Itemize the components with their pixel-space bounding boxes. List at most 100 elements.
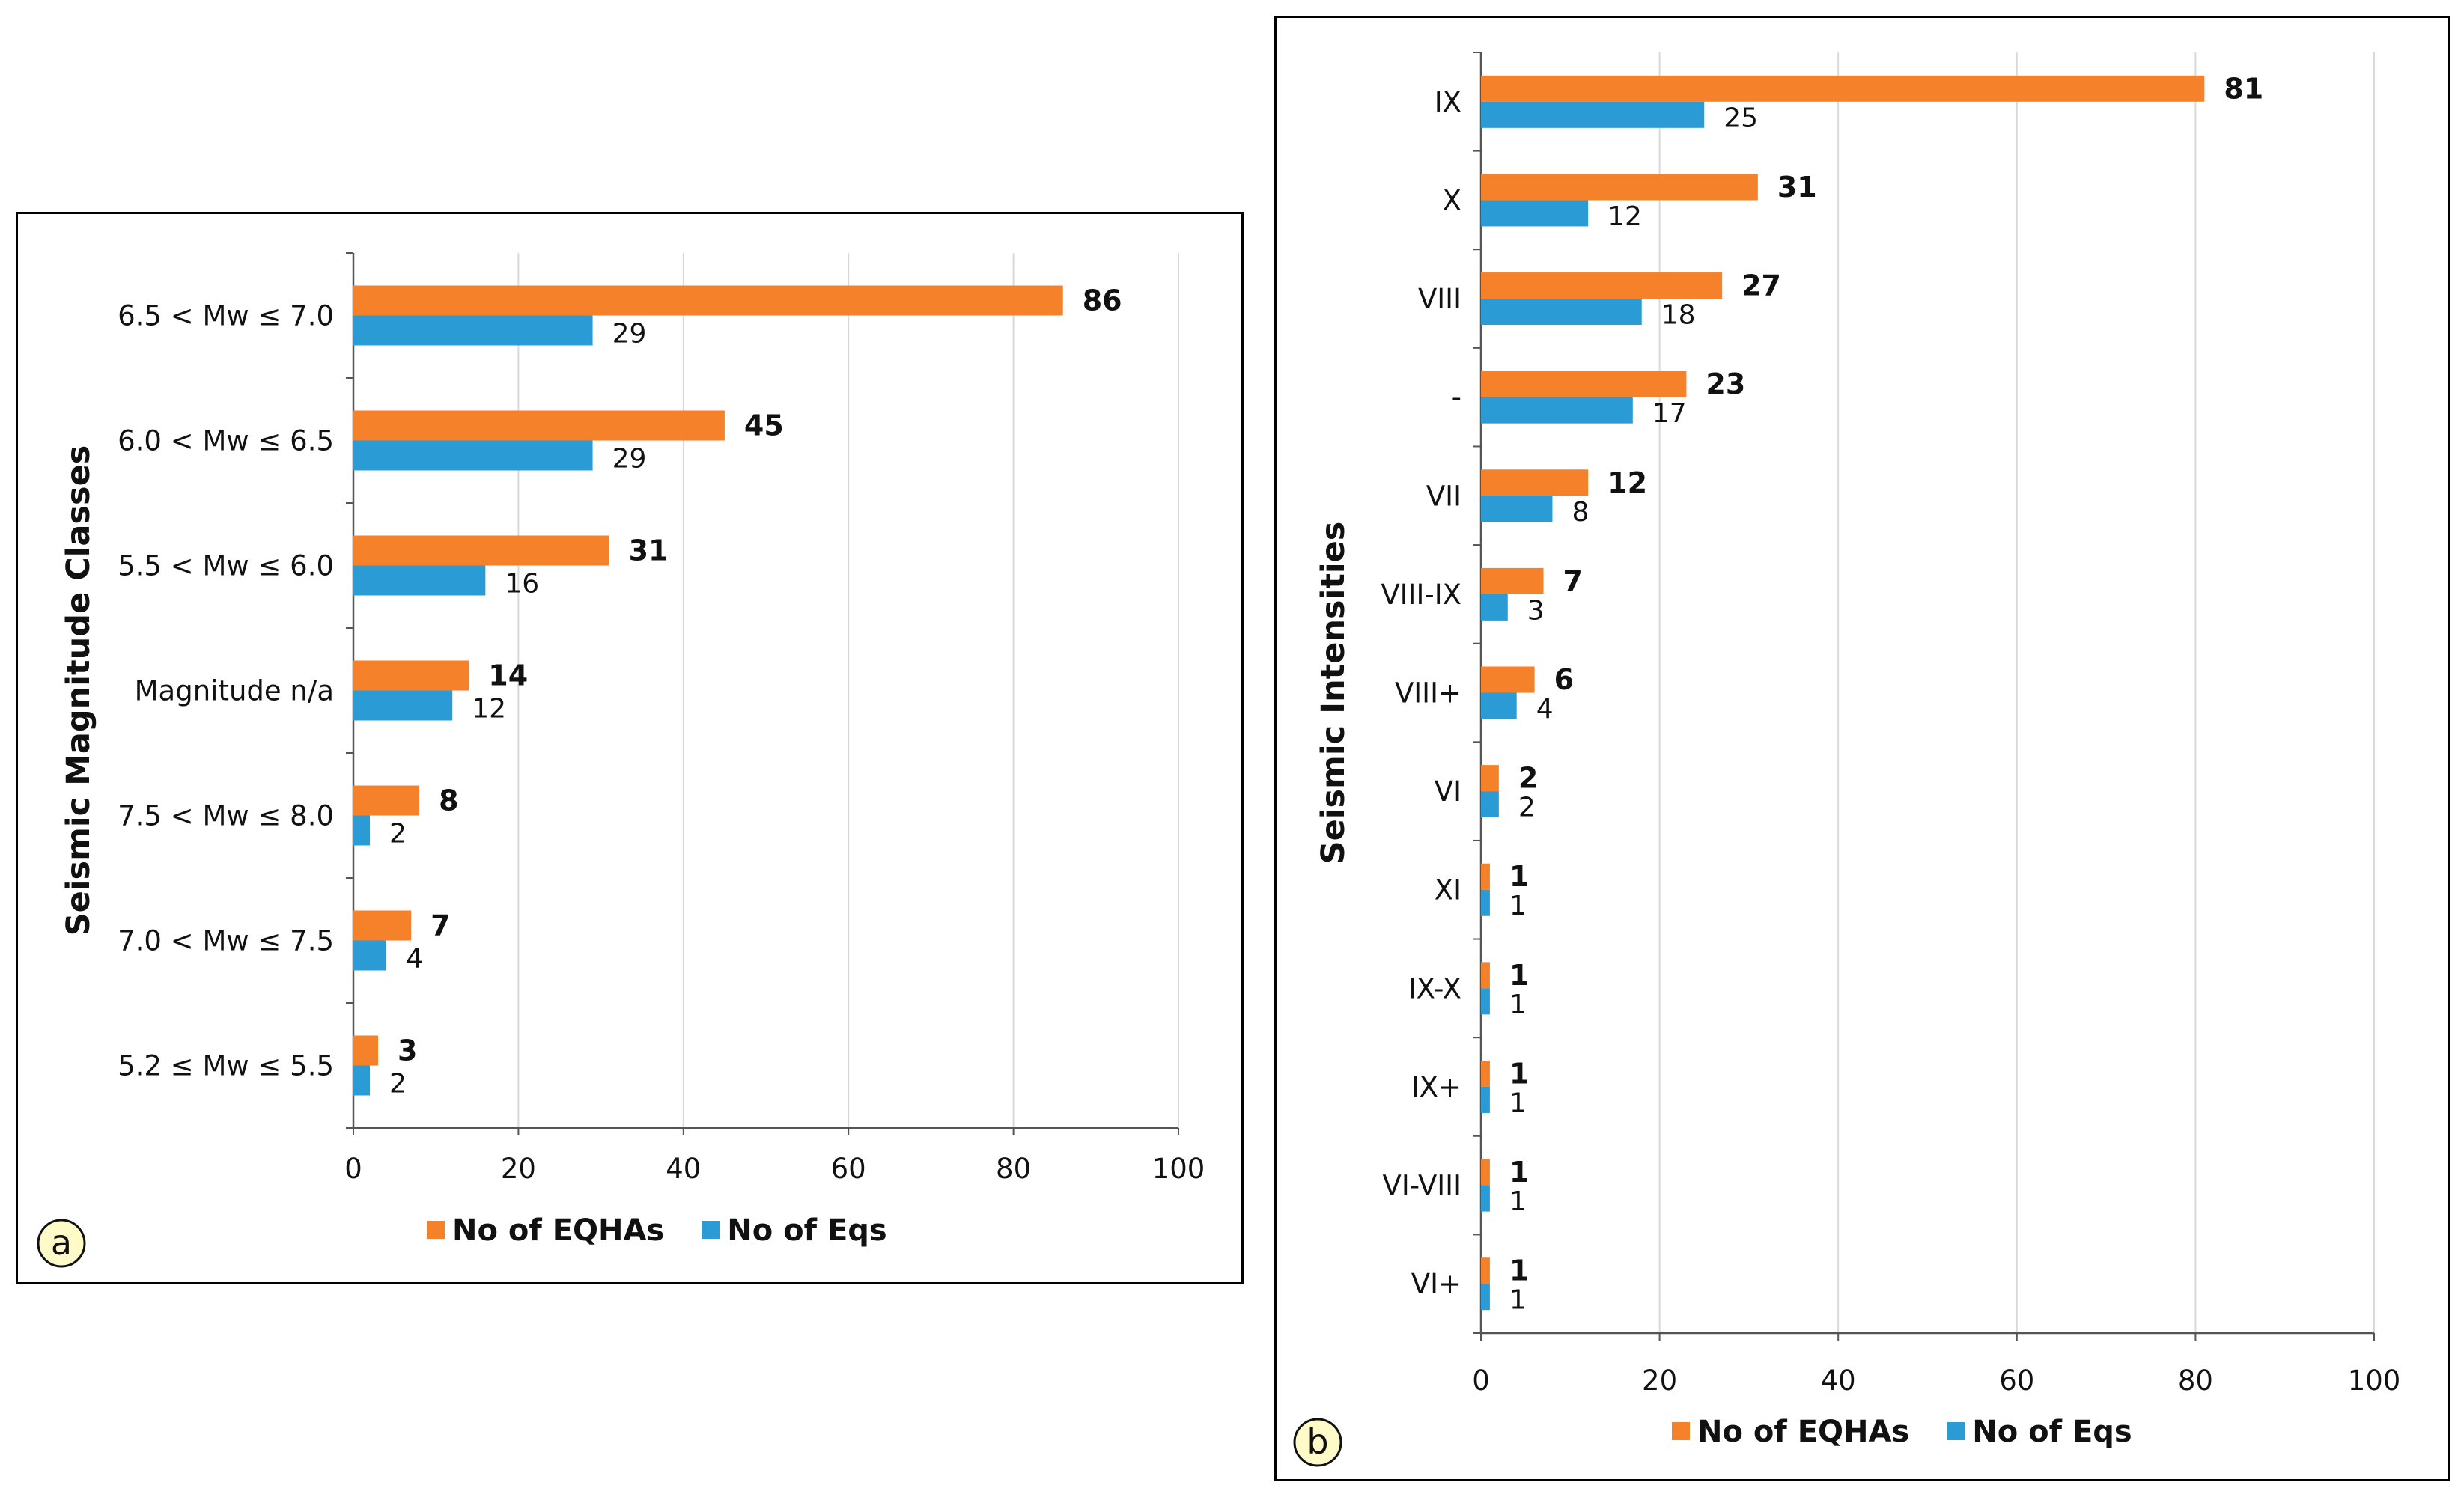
legend-label: No of Eqs: [727, 1213, 886, 1248]
x-tick-label: 40: [1821, 1365, 1856, 1397]
bar-eqhas: [1481, 272, 1723, 299]
bar-eqhas: [353, 660, 469, 691]
category-label: VIII: [1418, 283, 1461, 315]
bar-value-eqs: 2: [389, 819, 407, 850]
bar-eqhas: [1481, 75, 2205, 102]
bar-value-eqs: 1: [1509, 1088, 1527, 1118]
panel-badge-label: b: [1306, 1421, 1328, 1462]
category-label: 7.0 < Mw ≤ 7.5: [118, 925, 334, 957]
bar-value-eqhas: 3: [398, 1034, 417, 1067]
bar-eqs: [1481, 1185, 1490, 1212]
bar-eqs: [353, 440, 593, 471]
bar-eqhas: [1481, 666, 1535, 693]
bar-value-eqs: 2: [1518, 793, 1536, 823]
bar-eqhas: [353, 785, 420, 816]
bar-eqhas: [1481, 567, 1544, 594]
bar-eqs: [353, 1065, 371, 1096]
bar-value-eqs: 29: [612, 444, 647, 475]
bar-eqs: [353, 940, 387, 971]
bar-eqhas: [1481, 863, 1490, 890]
bar-value-eqhas: 14: [488, 659, 528, 692]
panel-badge: [37, 1219, 86, 1268]
bar-value-eqhas: 1: [1509, 1254, 1529, 1287]
bar-eqs: [1481, 1284, 1490, 1311]
category-label: 6.5 < Mw ≤ 7.0: [118, 300, 334, 332]
x-tick-label: 80: [2178, 1365, 2213, 1397]
bar-value-eqhas: 45: [744, 409, 784, 442]
x-tick-label: 20: [501, 1153, 536, 1185]
bar-value-eqhas: 6: [1554, 663, 1574, 696]
bar-value-eqhas: 8: [439, 784, 458, 817]
chart-panel-b: 0 20 40 60 80 100 IX 81 25 X 31 12 VIII 27 18-23 17 VII 1…: [1274, 16, 2450, 1481]
legend-label: No of EQHAs: [452, 1213, 664, 1248]
bar-eqs: [1481, 594, 1508, 621]
bar-value-eqhas: 31: [629, 534, 669, 567]
x-tick-label: 40: [666, 1153, 701, 1185]
bar-value-eqs: 4: [1536, 694, 1554, 725]
bar-eqhas: [1481, 371, 1687, 397]
bar-eqs: [1481, 496, 1553, 522]
category-label: IX+: [1411, 1071, 1461, 1103]
x-tick-label: 60: [1999, 1365, 2034, 1397]
bar-value-eqs: 1: [1509, 891, 1527, 921]
legend-swatch: [1672, 1422, 1690, 1440]
bar-eqs: [353, 315, 593, 346]
category-label: VIII+: [1395, 677, 1461, 710]
panel-badge-label: a: [51, 1222, 72, 1263]
category-label: VI: [1435, 775, 1461, 808]
bar-value-eqs: 1: [1509, 990, 1527, 1020]
bar-value-eqs: 1: [1509, 1186, 1527, 1217]
x-tick-label: 0: [1472, 1365, 1490, 1397]
bar-eqs: [1481, 101, 1705, 128]
category-label: IX: [1435, 86, 1461, 118]
bar-value-eqhas: 7: [1563, 564, 1583, 597]
category-label: -: [1452, 382, 1461, 414]
legend-label: No of Eqs: [1972, 1415, 2132, 1449]
category-label: VIII-IX: [1381, 579, 1461, 611]
x-tick-label: 100: [2348, 1365, 2401, 1397]
bar-value-eqs: 29: [612, 319, 647, 350]
legend-swatch: [427, 1221, 445, 1239]
legend-swatch: [1947, 1422, 1965, 1440]
category-label: 5.5 < Mw ≤ 6.0: [118, 550, 334, 582]
chart-panel-a: 0 20 40 60 80 100 6.5 < Mw ≤ 7.0 86 29 6.0 < Mw ≤…: [16, 212, 1244, 1284]
bar-eqs: [353, 565, 486, 596]
bar-eqhas: [353, 535, 609, 566]
bar-value-eqhas: 86: [1083, 284, 1122, 317]
bar-value-eqs: 16: [505, 569, 539, 600]
bar-eqs: [1481, 889, 1490, 916]
category-label: 6.0 < Mw ≤ 6.5: [118, 425, 334, 457]
bar-eqhas: [1481, 469, 1589, 496]
bar-value-eqs: 25: [1724, 103, 1758, 133]
bar-eqs: [353, 690, 453, 721]
category-label: Magnitude n/a: [135, 675, 334, 707]
bar-value-eqhas: 2: [1518, 762, 1538, 795]
bar-value-eqhas: 7: [431, 909, 450, 942]
bar-value-eqs: 2: [389, 1069, 407, 1100]
bar-value-eqs: 1: [1509, 1285, 1527, 1316]
bar-value-eqs: 8: [1572, 497, 1589, 528]
bar-eqhas: [1481, 174, 1758, 201]
bar-eqhas: [353, 1035, 379, 1066]
bar-value-eqhas: 12: [1607, 466, 1647, 499]
bar-eqs: [1481, 397, 1633, 424]
chart-a-svg: 0 20 40 60 80 100 6.5 < Mw ≤ 7.0 86 29 6.0 < Mw ≤…: [37, 252, 1205, 1268]
bar-value-eqs: 12: [472, 694, 506, 725]
category-label: X: [1443, 184, 1461, 216]
bar-eqhas: [1481, 1159, 1490, 1186]
bar-value-eqhas: 27: [1741, 269, 1781, 302]
category-label: VII: [1426, 480, 1461, 512]
bar-eqhas: [1481, 1257, 1490, 1284]
bar-value-eqhas: 1: [1509, 959, 1529, 992]
bar-value-eqs: 3: [1527, 595, 1545, 626]
bar-value-eqs: 12: [1607, 201, 1642, 232]
bar-eqs: [1481, 299, 1642, 326]
y-axis-title: Seismic Intensities: [1315, 522, 1352, 865]
bar-eqs: [353, 815, 371, 846]
legend-label: No of EQHAs: [1697, 1415, 1909, 1449]
bar-value-eqs: 17: [1652, 398, 1687, 429]
x-tick-label: 20: [1642, 1365, 1677, 1397]
bar-eqs: [1481, 1086, 1490, 1113]
bar-eqs: [1481, 791, 1499, 818]
